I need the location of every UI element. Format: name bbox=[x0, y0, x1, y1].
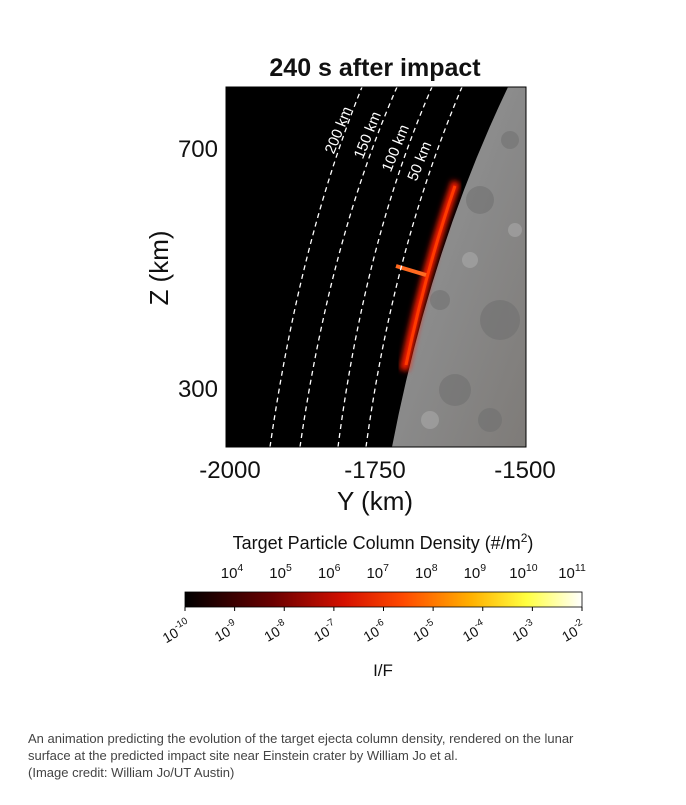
colorbar-label: I/F bbox=[373, 661, 393, 680]
caption-line: (Image credit: William Jo/UT Austin) bbox=[28, 765, 234, 780]
x-tick-label: -1500 bbox=[494, 457, 555, 484]
colorbar-tick-label: 10-9 bbox=[211, 617, 241, 645]
colorbar-tick-label: 109 bbox=[464, 562, 487, 582]
y-tick-label: 300 bbox=[178, 376, 218, 403]
title: 240 s after impact bbox=[269, 54, 481, 82]
colorbar-tick-label: 10-2 bbox=[558, 617, 588, 645]
x-axis-label: Y (km) bbox=[337, 486, 413, 516]
colorbar bbox=[184, 591, 583, 608]
panel-frame bbox=[225, 86, 527, 448]
colorbar-tick-label: 10-6 bbox=[359, 617, 390, 645]
colorbar-tick-label: 10-8 bbox=[260, 617, 291, 645]
colorbar-title: Target Particle Column Density (#/m2) bbox=[233, 531, 534, 553]
colorbar-tick-label: 104 bbox=[221, 562, 244, 582]
y-tick-label: 700 bbox=[178, 136, 218, 163]
colorbar-tick-label: 1010 bbox=[509, 562, 538, 582]
colorbar-tick-label: 1011 bbox=[558, 562, 586, 582]
colorbar-tick-label: 10-5 bbox=[409, 617, 440, 645]
colorbar-tick-label: 108 bbox=[415, 562, 438, 582]
colorbar-tick-label: 10-3 bbox=[508, 617, 539, 645]
caption-line: An animation predicting the evolution of… bbox=[28, 731, 574, 746]
colorbar-tick-label: 10-10 bbox=[159, 615, 194, 646]
colorbar-tick-label: 10-7 bbox=[310, 617, 340, 645]
colorbar-tick-label: 107 bbox=[366, 562, 389, 582]
colorbar-tick-label: 106 bbox=[318, 562, 341, 582]
colorbar-tick-label: 105 bbox=[269, 562, 292, 582]
caption-line: surface at the predicted impact site nea… bbox=[28, 748, 458, 763]
simulation-image bbox=[226, 87, 526, 447]
y-axis-label: Z (km) bbox=[144, 230, 174, 305]
colorbar-tick-label: 10-4 bbox=[459, 617, 490, 645]
x-tick-label: -1750 bbox=[344, 457, 405, 484]
x-tick-label: -2000 bbox=[199, 457, 260, 484]
